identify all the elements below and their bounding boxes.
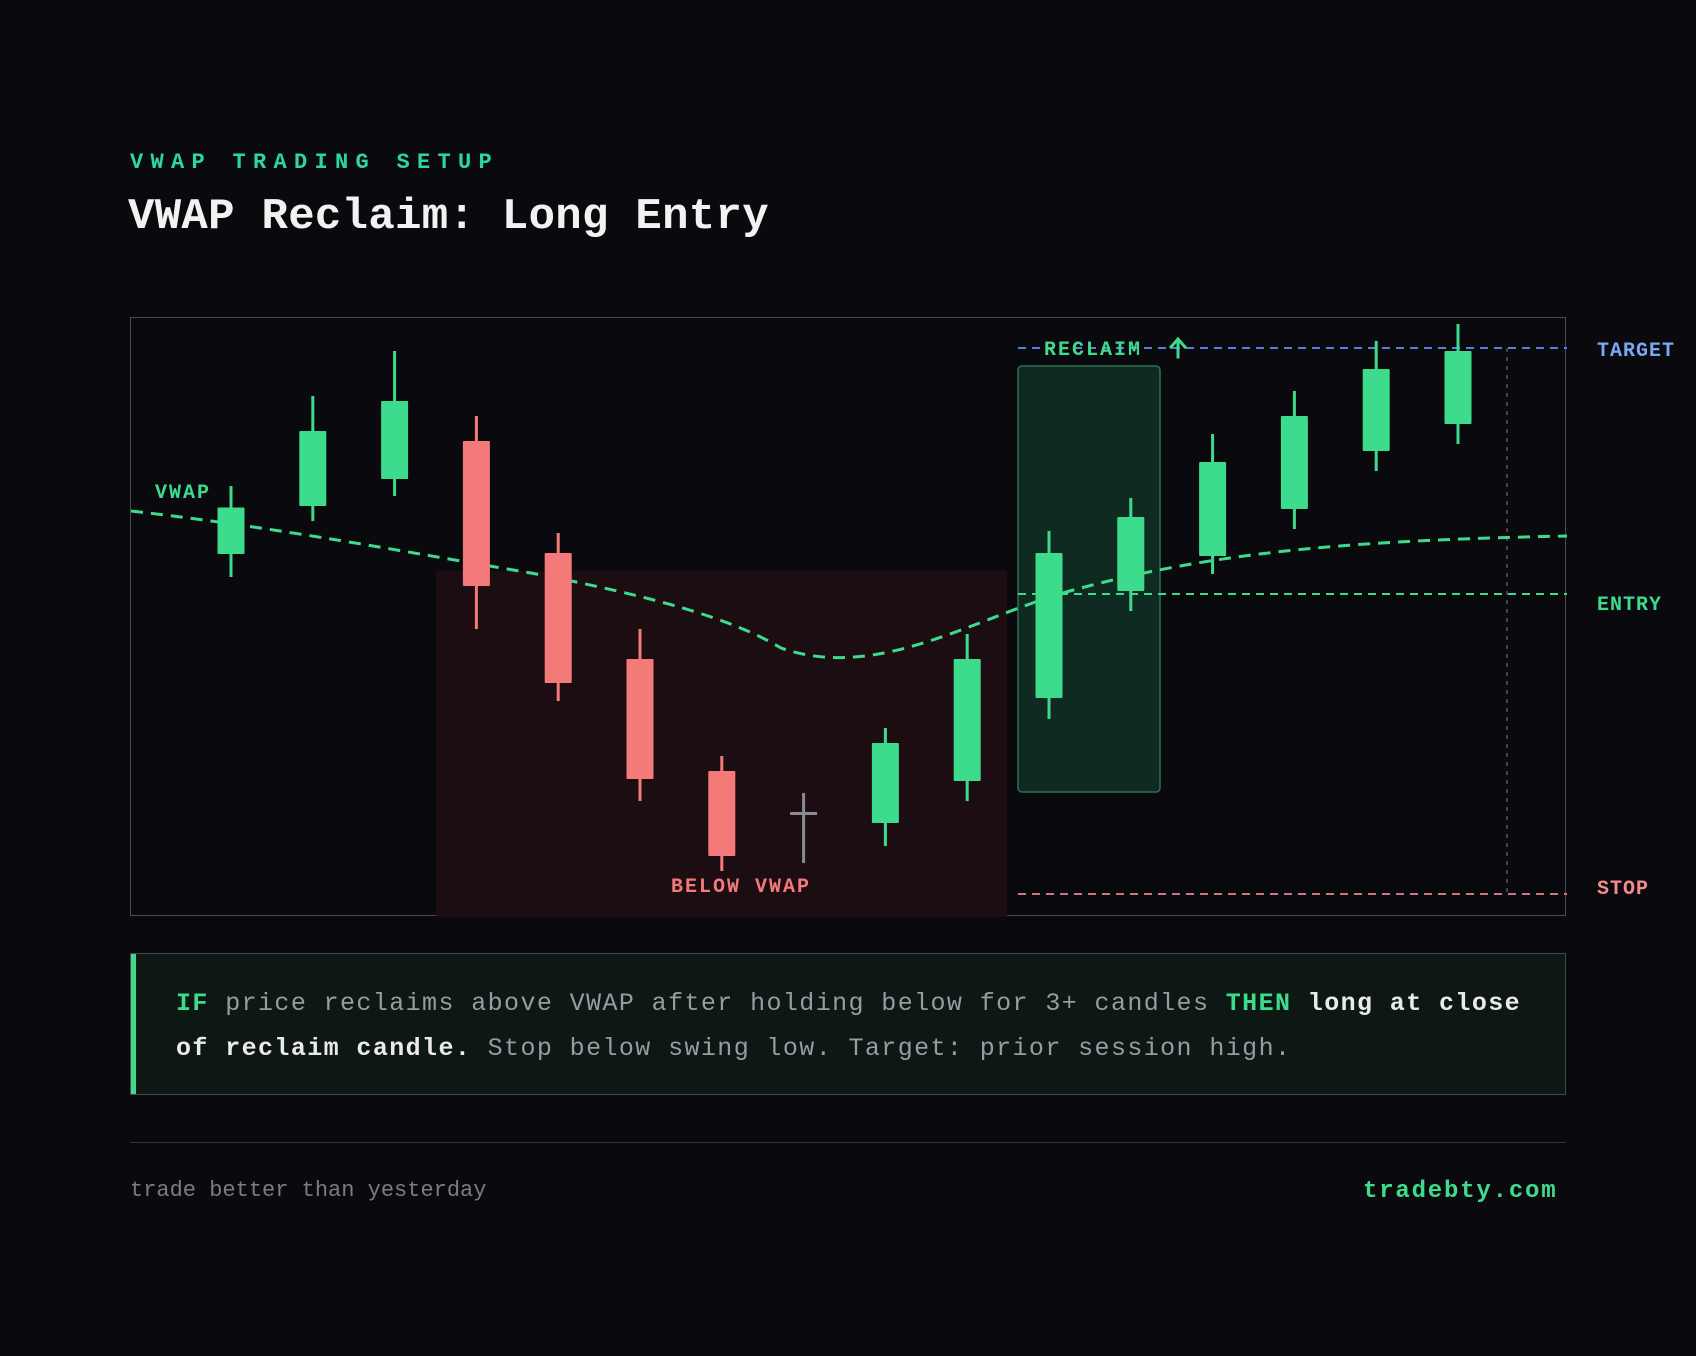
svg-text:VWAP: VWAP <box>155 482 211 505</box>
svg-text:BELOW VWAP: BELOW VWAP <box>671 876 811 899</box>
svg-text:RECLAIM: RECLAIM <box>1044 339 1142 362</box>
